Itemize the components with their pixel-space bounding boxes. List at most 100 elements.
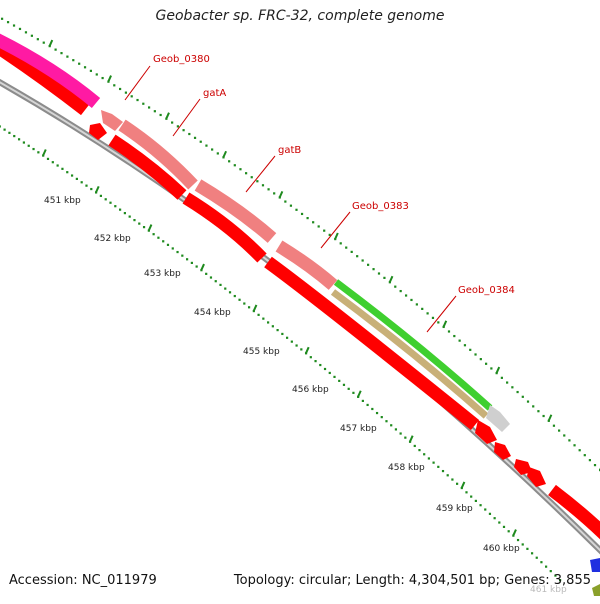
scale-dot — [233, 294, 236, 298]
scale-dot — [593, 464, 597, 467]
kbp-label: 455 kbp — [243, 347, 280, 357]
scale-dot — [544, 565, 548, 568]
cds-forward-gatB[interactable] — [194, 179, 277, 243]
scale-dot — [588, 459, 592, 462]
kbp-label: 461 kbp — [530, 585, 567, 595]
blue-feature[interactable] — [590, 558, 600, 572]
scale-dot — [27, 144, 30, 147]
scale-dot — [13, 134, 16, 138]
scale-dot — [474, 353, 477, 356]
scale-tick — [305, 346, 310, 354]
scale-dot — [372, 268, 375, 271]
gene-label-gatB[interactable]: gatB — [278, 145, 301, 156]
scale-dot — [0, 17, 4, 20]
cds-reverse-arrow[interactable] — [89, 123, 107, 140]
scale-dot — [479, 504, 482, 507]
scale-dot — [484, 508, 487, 511]
cds-reverse-arrow[interactable] — [494, 442, 511, 460]
scale-dot — [380, 416, 383, 419]
gene-label-gatA[interactable]: gatA — [203, 88, 226, 99]
cds-forward-gatA[interactable] — [118, 119, 198, 190]
cds-forward-Geob0383[interactable] — [275, 240, 338, 290]
cds-reverse-segment[interactable] — [0, 40, 89, 116]
gene-label-Geob_0383[interactable]: Geob_0383 — [352, 201, 409, 212]
scale-tick — [42, 149, 47, 156]
scale-dot — [352, 391, 355, 394]
cds-reverse-segment[interactable] — [548, 484, 600, 540]
scale-dot — [338, 379, 341, 382]
scale-dot — [138, 222, 141, 225]
scale-dot — [554, 574, 557, 577]
scale-dot — [222, 156, 225, 159]
scale-dot — [542, 414, 545, 418]
green-feature[interactable] — [333, 279, 493, 411]
map-title: Geobacter sp. FRC-32, complete genome — [155, 8, 445, 24]
kbp-label: 451 kbp — [44, 196, 81, 206]
scale-tick — [107, 75, 112, 82]
scale-dot — [165, 117, 168, 120]
cds-reverse-arrow[interactable] — [527, 467, 546, 487]
gene-label-leader — [245, 155, 276, 193]
gene-label-Geob_0384[interactable]: Geob_0384 — [458, 285, 515, 296]
scale-dot — [12, 24, 16, 27]
scale-dot — [485, 362, 488, 365]
scale-dot — [153, 110, 156, 113]
scale-dot — [30, 34, 33, 37]
scale-dot — [181, 254, 184, 257]
grey-feature[interactable] — [486, 405, 510, 432]
scale-dot — [157, 236, 160, 239]
scale-dot — [441, 469, 445, 473]
scale-dot — [552, 424, 556, 427]
scale-dot — [404, 294, 408, 297]
gene-label-Geob_0380[interactable]: Geob_0380 — [153, 54, 210, 65]
scale-dot — [507, 530, 510, 533]
scale-dot — [245, 172, 248, 175]
scale-dot — [78, 62, 81, 65]
kbp-label: 452 kbp — [94, 234, 131, 244]
cds-reverse-segment[interactable] — [108, 134, 187, 200]
scale-dot — [347, 387, 350, 390]
pink-feature[interactable] — [0, 33, 101, 109]
scale-dot — [385, 420, 388, 423]
scale-dot — [205, 272, 208, 275]
scale-dot — [0, 125, 1, 128]
scale-dot — [383, 276, 386, 279]
cds-forward-arrow[interactable] — [101, 110, 123, 131]
scale-dot — [61, 167, 64, 170]
cds-reverse-arrow[interactable] — [514, 459, 532, 475]
cds-reverse-segment[interactable] — [182, 192, 267, 263]
scale-dot — [306, 217, 309, 220]
scale-dot — [427, 457, 430, 460]
scale-dot — [261, 184, 265, 187]
scale-dot — [70, 174, 74, 177]
scale-dot — [345, 246, 348, 249]
scale-dot — [256, 180, 259, 183]
khaki-feature[interactable] — [330, 289, 489, 419]
cds-reverse-segment[interactable] — [264, 256, 480, 431]
scale-tick — [200, 263, 205, 271]
scale-dot — [453, 334, 456, 338]
scale-dot — [426, 312, 429, 315]
kbp-label: 458 kbp — [388, 463, 425, 473]
scale-dot — [295, 208, 298, 211]
scale-dot — [90, 187, 93, 191]
scale-dot — [171, 121, 174, 124]
scale-dot — [399, 289, 402, 293]
cds-reverse-arrow[interactable] — [475, 420, 497, 444]
scale-dot — [371, 407, 374, 411]
scale-dot — [176, 250, 179, 254]
scale-dot — [328, 233, 331, 236]
scale-dot — [216, 152, 219, 155]
scale-dot — [193, 136, 197, 139]
olive-feature[interactable] — [592, 584, 600, 596]
scale-dot — [421, 307, 424, 310]
scale-dot — [549, 570, 552, 573]
scale-dot — [284, 200, 287, 203]
scale-dot — [350, 250, 353, 253]
scale-dot — [437, 321, 440, 324]
scale-dot — [250, 176, 253, 179]
scale-dot — [136, 98, 139, 102]
scale-dot — [563, 434, 566, 437]
